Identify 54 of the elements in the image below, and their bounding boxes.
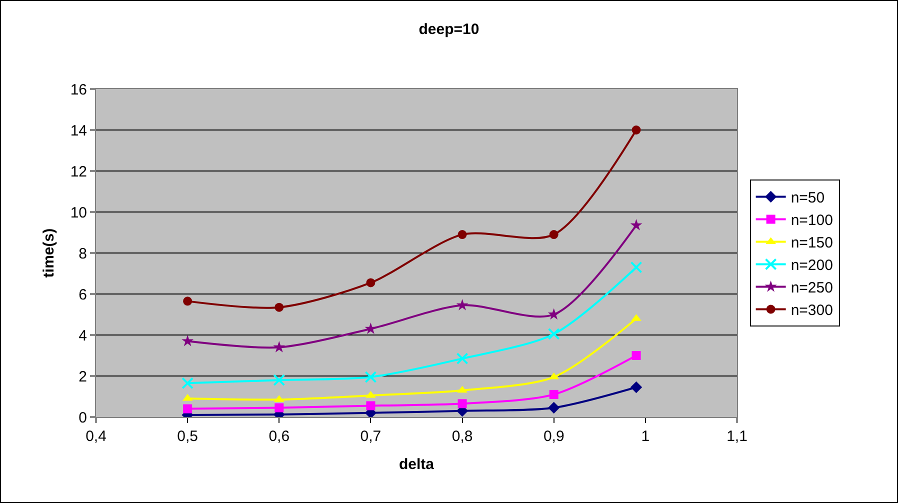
point bbox=[632, 351, 641, 360]
y-tick-label: 0 bbox=[78, 409, 87, 426]
point bbox=[273, 341, 286, 352]
x-tick-label: 0,8 bbox=[452, 428, 473, 445]
y-tick-label: 8 bbox=[78, 245, 87, 262]
x-tick-label: 0,4 bbox=[86, 428, 106, 445]
x-tick-label: 0,9 bbox=[543, 428, 564, 445]
y-tick-label: 2 bbox=[78, 368, 87, 386]
point bbox=[458, 230, 467, 240]
legend-label: n=300 bbox=[790, 302, 833, 320]
point bbox=[458, 399, 467, 408]
x-tick-label: 1,1 bbox=[726, 428, 748, 445]
point bbox=[274, 302, 284, 312]
y-tick-label: 12 bbox=[70, 163, 87, 180]
point bbox=[366, 401, 376, 410]
point bbox=[630, 381, 642, 394]
point bbox=[273, 374, 286, 386]
point bbox=[548, 402, 560, 414]
point bbox=[364, 371, 377, 384]
point bbox=[456, 352, 468, 365]
point bbox=[630, 219, 642, 230]
point bbox=[548, 328, 560, 340]
y-axis-title: time(s) bbox=[40, 228, 58, 278]
point bbox=[456, 298, 468, 310]
y-tick-label: 6 bbox=[78, 286, 87, 304]
x-tick-label: 0,6 bbox=[268, 428, 290, 445]
point bbox=[549, 390, 558, 399]
point bbox=[630, 261, 642, 274]
y-tick-label: 10 bbox=[70, 204, 87, 222]
legend-label: n=100 bbox=[790, 212, 833, 230]
x-tick-label: 1 bbox=[641, 428, 650, 445]
point bbox=[457, 386, 468, 393]
x-axis-title: delta bbox=[398, 456, 435, 473]
point bbox=[632, 126, 641, 134]
y-tick-label: 4 bbox=[78, 327, 87, 344]
point bbox=[366, 390, 376, 398]
legend-label: n=150 bbox=[790, 234, 833, 252]
point bbox=[366, 278, 376, 288]
x-tick-label: 0,7 bbox=[360, 428, 382, 445]
point bbox=[548, 308, 560, 320]
point bbox=[183, 404, 192, 414]
x-tick-label: 0,5 bbox=[177, 428, 198, 445]
chart-title: deep=10 bbox=[418, 21, 480, 38]
y-tick-label: 16 bbox=[70, 81, 87, 98]
point bbox=[182, 377, 194, 390]
legend-label: n=50 bbox=[790, 190, 825, 207]
point bbox=[183, 296, 192, 306]
legend-label: n=200 bbox=[790, 257, 833, 274]
point bbox=[274, 403, 284, 412]
point bbox=[182, 334, 194, 346]
point bbox=[549, 230, 558, 240]
legend-label: n=250 bbox=[790, 280, 833, 297]
point bbox=[364, 322, 377, 334]
y-tick-label: 14 bbox=[70, 122, 87, 140]
